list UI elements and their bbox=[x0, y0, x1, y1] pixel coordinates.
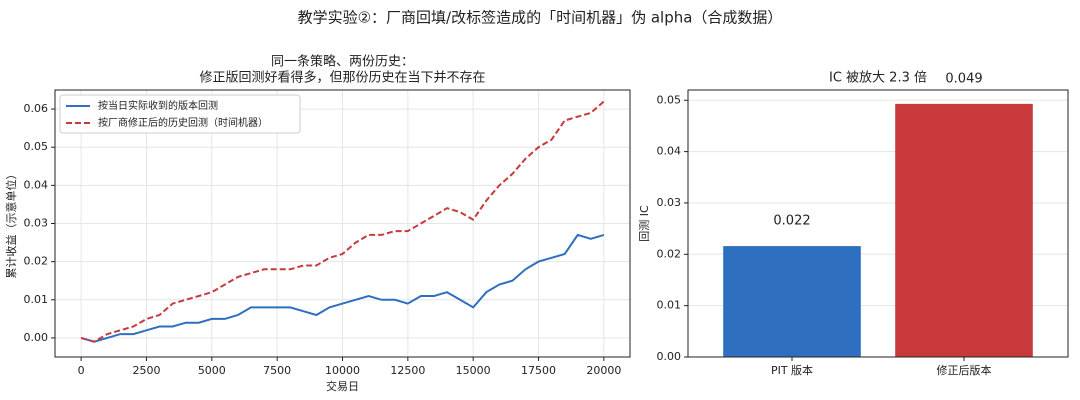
x-tick-label: 17500 bbox=[521, 364, 556, 377]
legend-label: 按厂商修正后的历史回测（时间机器） bbox=[98, 116, 268, 129]
plot-frame bbox=[54, 89, 631, 358]
x-tick-label: 10000 bbox=[325, 364, 360, 377]
series-line bbox=[80, 233, 605, 343]
y-axis-label: 累计收益（示意单位） bbox=[4, 169, 18, 279]
y-tick-label: 0.03 bbox=[24, 217, 49, 230]
legend-label: 按当日实际收到的版本回测 bbox=[98, 99, 218, 112]
x-tick-label: 2500 bbox=[132, 364, 160, 377]
x-tick-label: 5000 bbox=[198, 364, 226, 377]
chart-title: IC 被放大 2.3 倍 bbox=[829, 71, 927, 86]
x-tick-label: 0 bbox=[78, 364, 85, 377]
x-axis-label: 交易日 bbox=[326, 379, 359, 393]
x-tick-label: PIT 版本 bbox=[771, 363, 813, 377]
x-tick-label: 15000 bbox=[456, 364, 491, 377]
series-line bbox=[80, 100, 605, 343]
x-tick-label: 修正后版本 bbox=[937, 363, 992, 377]
y-tick-label: 0.05 bbox=[657, 93, 682, 106]
chart-title: 修正版回测好看得多，但那份历史在当下并不存在 bbox=[199, 70, 485, 86]
value-label: 0.049 bbox=[945, 71, 982, 86]
bar bbox=[895, 103, 1033, 357]
chart-title: 同一条策略、两份历史： bbox=[271, 54, 414, 70]
y-tick-label: 0.05 bbox=[24, 140, 49, 153]
y-tick-label: 0.03 bbox=[657, 196, 682, 209]
y-tick-label: 0.00 bbox=[657, 350, 682, 363]
y-tick-label: 0.02 bbox=[657, 247, 682, 260]
value-label: 0.022 bbox=[773, 214, 810, 229]
x-tick-label: 7500 bbox=[263, 364, 291, 377]
y-tick-label: 0.06 bbox=[24, 102, 49, 115]
bar bbox=[723, 246, 861, 357]
y-axis-label: 回测 IC bbox=[638, 205, 651, 242]
y-tick-label: 0.01 bbox=[657, 299, 682, 312]
y-tick-label: 0.00 bbox=[24, 331, 49, 344]
y-tick-label: 0.01 bbox=[24, 293, 49, 306]
y-tick-label: 0.02 bbox=[24, 255, 49, 268]
figure-title: 教学实验②：厂商回填/改标签造成的「时间机器」伪 alpha（合成数据） bbox=[298, 9, 783, 27]
x-tick-label: 20000 bbox=[586, 364, 621, 377]
x-tick-label: 12500 bbox=[390, 364, 425, 377]
plot-frame bbox=[687, 89, 1069, 358]
y-tick-label: 0.04 bbox=[24, 178, 49, 191]
y-tick-label: 0.04 bbox=[657, 145, 682, 158]
legend-box bbox=[59, 94, 301, 134]
